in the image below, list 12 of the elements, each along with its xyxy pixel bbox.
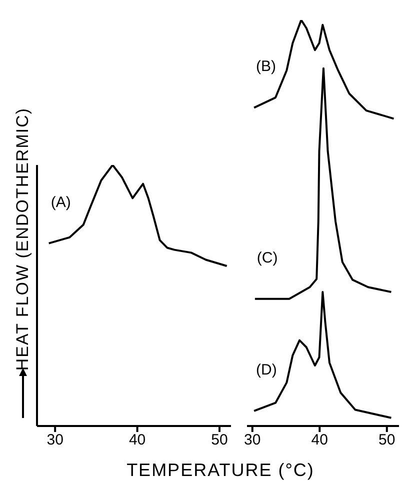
- x-tick-label: 30: [46, 432, 64, 449]
- x-tick-label: 30: [244, 432, 261, 449]
- y-axis-title: HEAT FLOW (ENDOTHERMIC): [13, 107, 33, 371]
- x-tick-label: 50: [211, 432, 228, 449]
- series-label: (D): [256, 361, 277, 378]
- x-tick-label: 50: [378, 432, 396, 449]
- x-tick-label: 40: [311, 432, 328, 449]
- text: (C): [256, 249, 278, 266]
- series-label: (A): [50, 194, 71, 211]
- x-axis-title: TEMPERATURE (°C): [126, 460, 316, 481]
- series-label: (B): [256, 58, 276, 76]
- x-tick-label: 40: [128, 432, 146, 449]
